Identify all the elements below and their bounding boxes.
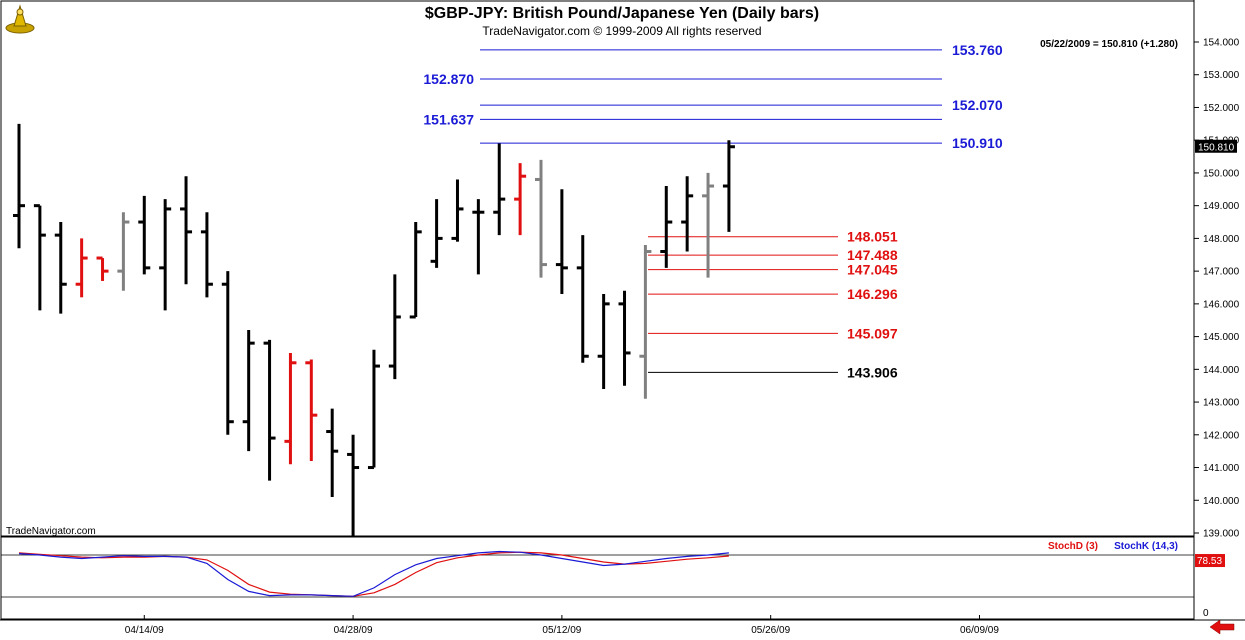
ohlc-bar bbox=[722, 140, 735, 232]
ohlc-bar bbox=[451, 179, 464, 242]
ohlc-bar bbox=[409, 222, 422, 319]
fib-level-label: 148.051 bbox=[847, 229, 898, 245]
price-tick-label: 144.000 bbox=[1203, 365, 1240, 376]
ohlc-bar bbox=[535, 159, 547, 278]
ohlc-bar bbox=[326, 408, 339, 497]
ohlc-bar bbox=[576, 235, 589, 363]
fib-level-label: 146.296 bbox=[847, 286, 898, 302]
ohlc-bars bbox=[13, 123, 735, 537]
fib-level-label: 147.488 bbox=[847, 247, 898, 263]
scroll-right-arrow-icon[interactable] bbox=[1209, 619, 1235, 635]
ohlc-bar bbox=[639, 244, 652, 399]
fib-level-label: 152.070 bbox=[952, 97, 1003, 113]
ohlc-bar bbox=[242, 330, 255, 452]
svg-text:150.810: 150.810 bbox=[1198, 143, 1235, 154]
price-tick-label: 153.000 bbox=[1203, 70, 1240, 81]
stoch-series-line bbox=[18, 550, 729, 597]
ohlc-bar bbox=[54, 222, 67, 314]
price-tick-label: 143.000 bbox=[1203, 398, 1240, 409]
price-tick-label: 145.000 bbox=[1203, 332, 1240, 343]
stochk-legend: StochK (14,3) bbox=[1114, 541, 1178, 552]
price-tick-label: 152.000 bbox=[1203, 103, 1240, 114]
price-tick-label: 146.000 bbox=[1203, 299, 1240, 310]
fib-level-label: 143.906 bbox=[847, 364, 898, 380]
ohlc-bar bbox=[159, 199, 172, 311]
ohlc-bar bbox=[472, 199, 485, 275]
ohlc-bar bbox=[555, 189, 568, 295]
ohlc-bar bbox=[263, 339, 276, 481]
ohlc-bar bbox=[138, 195, 151, 275]
ohlc-bar bbox=[681, 176, 694, 252]
stochastic-lines: 0 bbox=[1, 550, 1209, 619]
price-tick-label: 148.000 bbox=[1203, 234, 1240, 245]
date-tick-label: 06/09/09 bbox=[960, 625, 999, 636]
fib-level-label: 153.760 bbox=[952, 42, 1003, 58]
price-tick-label: 141.000 bbox=[1203, 463, 1240, 474]
ohlc-bar bbox=[200, 212, 213, 298]
ohlc-bar bbox=[221, 271, 234, 435]
ohlc-bar bbox=[75, 238, 88, 298]
ohlc-bar bbox=[180, 176, 193, 285]
price-tick-label: 139.000 bbox=[1203, 529, 1240, 540]
date-tick-label: 04/14/09 bbox=[125, 625, 164, 636]
ohlc-bar bbox=[514, 163, 527, 236]
ohlc-bar bbox=[96, 256, 109, 281]
price-axis: 139.000 140.000 141.000 142.000 143.000 144.0… bbox=[1194, 38, 1240, 540]
ohlc-bar bbox=[597, 294, 610, 389]
ohlc-bar bbox=[347, 434, 360, 537]
price-tick-label: 147.000 bbox=[1203, 267, 1240, 278]
ohlc-bar bbox=[13, 123, 25, 249]
stoch-last-value-tag: 78.53 bbox=[1195, 554, 1225, 568]
fib-level-label: 147.045 bbox=[847, 262, 898, 278]
ohlc-bar bbox=[388, 274, 401, 380]
fib-level-label: 150.910 bbox=[952, 135, 1003, 151]
ohlc-bar bbox=[117, 212, 130, 291]
stoch-tick-label: 0 bbox=[1203, 608, 1209, 619]
date-tick-label: 04/28/09 bbox=[334, 625, 373, 636]
ohlc-bar bbox=[430, 199, 443, 268]
fibonacci-levels: 153.760 152.870 152.070 151.637 150.910 148.0… bbox=[423, 42, 1002, 381]
svg-text:78.53: 78.53 bbox=[1197, 556, 1222, 567]
price-tick-label: 149.000 bbox=[1203, 201, 1240, 212]
ohlc-bar bbox=[33, 204, 46, 311]
ohlc-bar bbox=[660, 186, 673, 268]
stoch-series-line bbox=[18, 551, 729, 597]
price-tick-label: 142.000 bbox=[1203, 430, 1240, 441]
chart-title: $GBP-JPY: British Pound/Japanese Yen (Da… bbox=[425, 5, 819, 22]
last-quote: 05/22/2009 = 150.810 (+1.280) bbox=[1040, 39, 1178, 50]
last-price-tag: 150.810 bbox=[1195, 139, 1237, 154]
watermark-text: TradeNavigator.com bbox=[6, 526, 96, 537]
price-tick-label: 150.000 bbox=[1203, 168, 1240, 179]
ohlc-bar bbox=[618, 290, 631, 386]
ohlc-bar bbox=[305, 359, 318, 461]
ohlc-bar bbox=[367, 349, 380, 470]
chart-subtitle: TradeNavigator.com © 1999-2009 All right… bbox=[482, 24, 761, 38]
ohlc-bar bbox=[702, 172, 715, 278]
ohlc-bar bbox=[493, 143, 506, 236]
date-tick-label: 05/12/09 bbox=[542, 625, 581, 636]
ohlc-bar bbox=[284, 352, 297, 465]
date-axis: 04/14/09 04/28/09 05/12/09 05/26/09 06/09/09 bbox=[125, 615, 999, 636]
fib-level-label: 145.097 bbox=[847, 325, 898, 341]
fib-level-label: 152.870 bbox=[423, 71, 474, 87]
fib-level-label: 151.637 bbox=[423, 111, 474, 127]
price-tick-label: 140.000 bbox=[1203, 496, 1240, 507]
trade-navigator-logo-icon bbox=[5, 4, 35, 34]
date-tick-label: 05/26/09 bbox=[751, 625, 790, 636]
stochd-legend: StochD (3) bbox=[1048, 541, 1098, 552]
price-tick-label: 154.000 bbox=[1203, 38, 1240, 49]
